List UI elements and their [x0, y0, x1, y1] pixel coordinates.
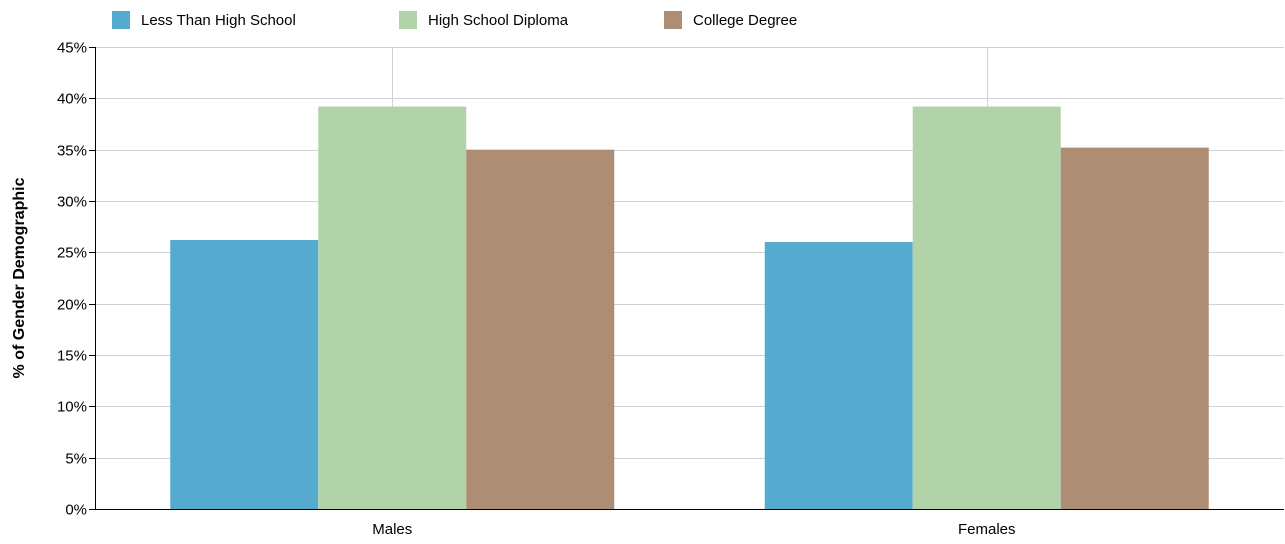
- y-tick-label: 40%: [57, 91, 87, 108]
- y-tick-label: 30%: [57, 194, 87, 211]
- x-tick-label: Females: [958, 521, 1016, 538]
- bar-males-less-than-high-school: [170, 240, 319, 509]
- bar-males-high-school-diploma: [318, 106, 467, 510]
- legend-swatch: [399, 11, 417, 29]
- y-tick-label: 15%: [57, 348, 87, 365]
- y-tick-label: 20%: [57, 297, 87, 314]
- y-tick-label: 45%: [57, 40, 87, 57]
- bars: [170, 106, 1209, 510]
- legend: Less Than High School High School Diploma…: [112, 11, 797, 29]
- x-tick-label: Males: [372, 521, 412, 538]
- axes: 0% 5% 10% 15% 20% 25% 30% 35% 40% 45% Males Females: [57, 40, 1284, 538]
- bar-males-college-degree: [466, 149, 615, 509]
- legend-label: Less Than High School: [141, 12, 296, 29]
- legend-item: High School Diploma: [399, 11, 569, 29]
- y-tick-label: 10%: [57, 399, 87, 416]
- legend-swatch: [664, 11, 682, 29]
- legend-label: College Degree: [693, 12, 797, 29]
- bar-females-less-than-high-school: [764, 242, 913, 510]
- bar-females-college-degree: [1060, 147, 1209, 509]
- y-axis-label: % of Gender Demographic: [11, 177, 28, 378]
- legend-item: Less Than High School: [112, 11, 296, 29]
- legend-swatch: [112, 11, 130, 29]
- y-tick-label: 5%: [65, 451, 87, 468]
- y-tick-label: 0%: [65, 502, 87, 519]
- y-tick-label: 35%: [57, 143, 87, 160]
- bar-females-high-school-diploma: [912, 106, 1061, 510]
- legend-item: College Degree: [664, 11, 797, 29]
- legend-label: High School Diploma: [428, 12, 569, 29]
- y-tick-label: 25%: [57, 245, 87, 262]
